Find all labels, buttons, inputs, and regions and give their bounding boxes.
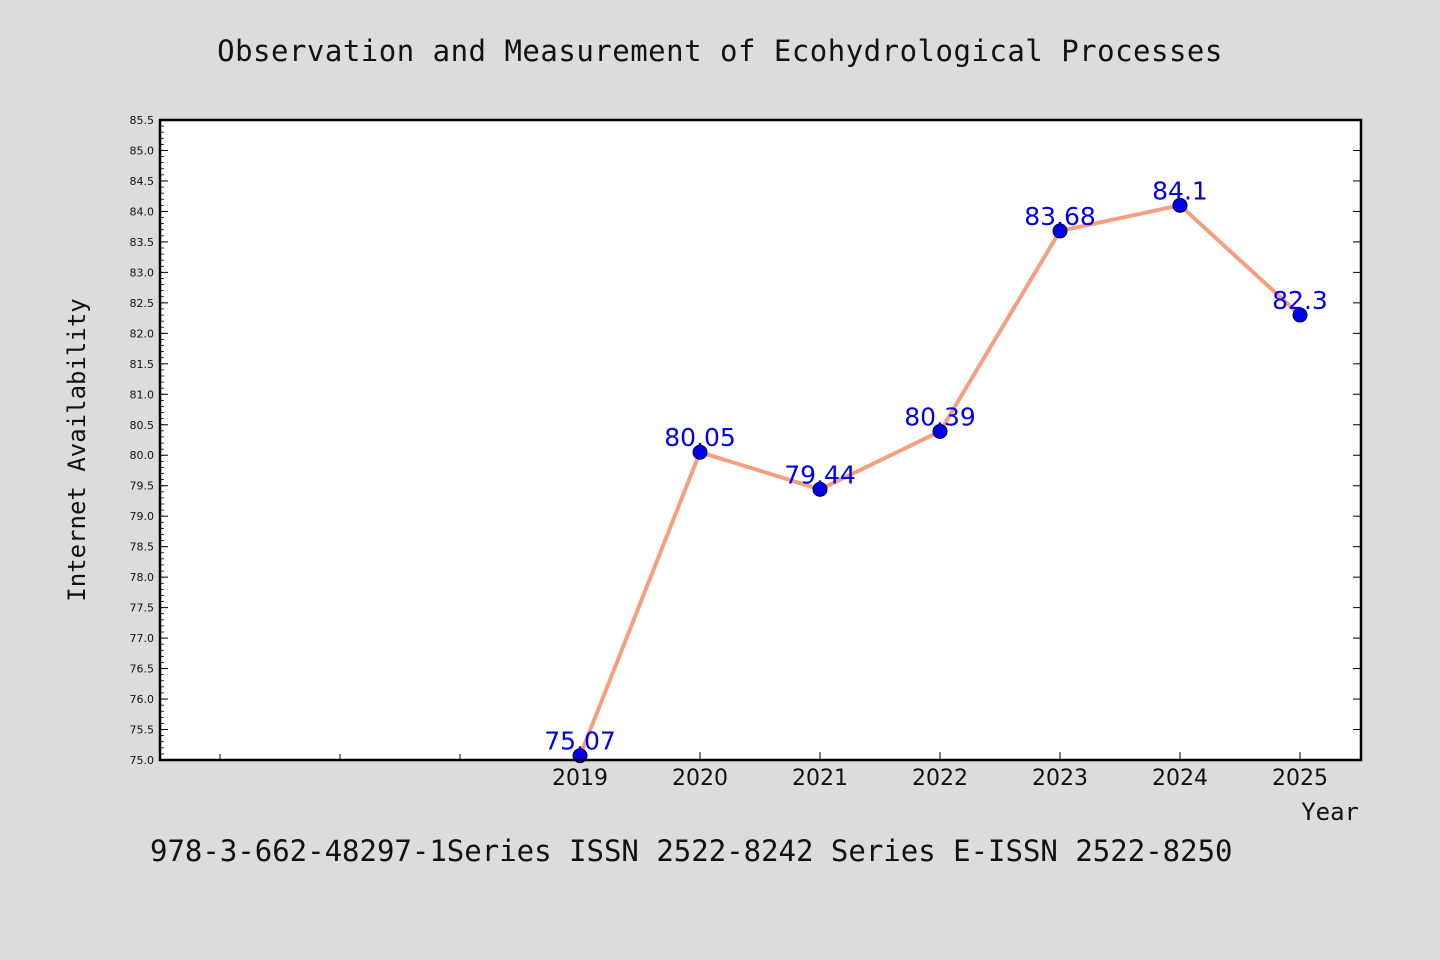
y-tick-label: 79.5 (130, 480, 155, 493)
data-point (812, 481, 828, 497)
y-tick-label: 77.0 (130, 632, 155, 645)
y-tick-label: 82.5 (130, 297, 155, 310)
y-tick-label: 84.5 (130, 175, 155, 188)
y-tick-label: 85.0 (130, 144, 155, 157)
y-tick-label: 77.5 (130, 602, 155, 615)
data-label: 79.44 (784, 460, 856, 489)
y-tick-label: 76.5 (130, 663, 155, 676)
data-point (1172, 197, 1188, 213)
data-label: 80.05 (664, 423, 736, 452)
data-label: 75.07 (544, 727, 616, 756)
x-tick-label: 2025 (1272, 766, 1328, 791)
x-axis-ticks: 2019 2020 2021 2022 2023 2024 2025 (219, 752, 1328, 791)
y-tick-label: 75.0 (130, 754, 155, 767)
chart-title: Observation and Measurement of Ecohydrol… (217, 34, 1223, 68)
x-tick-label: 2023 (1032, 766, 1088, 791)
y-tick-label: 75.5 (130, 724, 155, 737)
data-label: 80.39 (904, 402, 976, 431)
y-tick-label: 83.5 (130, 236, 155, 249)
x-tick-label: 2019 (552, 766, 608, 791)
data-labels: 75.07 80.05 79.44 80.39 83.68 84.1 82.3 (544, 176, 1328, 755)
y-tick-label: 78.5 (130, 541, 155, 554)
data-point (1052, 223, 1068, 239)
y-tick-label: 85.5 (130, 114, 155, 127)
x-tick-label: 2021 (792, 766, 848, 791)
plot-frame (158, 118, 1363, 762)
y-tick-label: 84.0 (130, 205, 155, 218)
y-tick-label: 80.5 (130, 419, 155, 432)
data-label: 83.68 (1024, 202, 1096, 231)
y-tick-label: 78.0 (130, 571, 155, 584)
data-point (692, 444, 708, 460)
footer-isbn-text: 978-3-662-48297-1Series ISSN 2522-8242 S… (150, 834, 1233, 868)
data-point (932, 423, 948, 439)
data-label: 82.3 (1272, 286, 1328, 315)
y-axis-label: Internet Availability (63, 298, 91, 601)
plot-area (160, 120, 1361, 760)
x-tick-label: 2022 (912, 766, 968, 791)
y-tick-label: 76.0 (130, 693, 155, 706)
x-tick-label: 2024 (1152, 766, 1208, 791)
x-tick-label: 2020 (672, 766, 728, 791)
y-tick-label: 81.5 (130, 358, 155, 371)
y-tick-label: 83.0 (130, 266, 155, 279)
y-tick-label: 82.0 (130, 327, 155, 340)
y-tick-label: 80.0 (130, 449, 155, 462)
y-tick-label: 81.0 (130, 388, 155, 401)
data-point (1292, 307, 1308, 323)
y-tick-label: 79.0 (130, 510, 155, 523)
data-label: 84.1 (1152, 176, 1208, 205)
x-axis-label: Year (1301, 798, 1359, 826)
